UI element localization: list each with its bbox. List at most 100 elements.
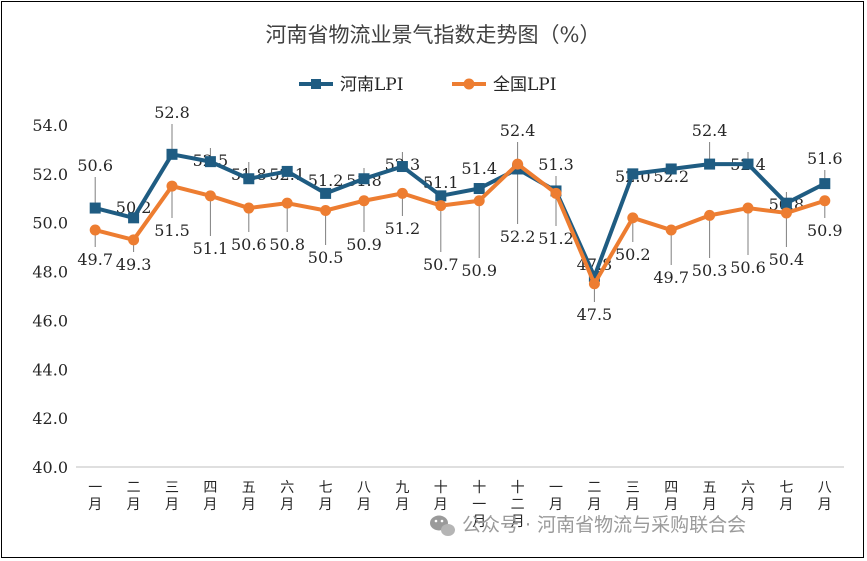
data-point: [512, 158, 524, 170]
x-tick-label: 十二月: [511, 480, 525, 530]
x-tick-label: 六月: [280, 480, 294, 513]
legend-item: 全国LPI: [452, 75, 556, 95]
data-point: [358, 173, 370, 185]
data-label-national: 49.3: [116, 255, 152, 274]
data-point: [166, 180, 178, 192]
data-point: [780, 207, 792, 219]
data-point: [358, 195, 370, 207]
data-point: [166, 148, 178, 160]
data-point: [819, 195, 831, 207]
data-point: [396, 187, 408, 199]
data-label-national: 50.6: [231, 235, 267, 254]
y-tick-label: 48.0: [32, 263, 68, 282]
data-label-henan: 51.6: [807, 149, 843, 168]
x-tick-label: 三月: [626, 480, 640, 513]
x-tick-label: 三月: [165, 480, 179, 513]
data-point: [89, 202, 101, 214]
data-point: [473, 183, 485, 195]
data-point: [89, 224, 101, 236]
data-label-national: 50.9: [461, 261, 497, 280]
data-label-national: 51.1: [193, 239, 229, 258]
data-label-henan: 50.6: [77, 156, 113, 175]
data-label-national: 50.7: [423, 255, 459, 274]
series-line: [94, 152, 826, 279]
data-point: [204, 156, 216, 168]
y-tick-label: 52.0: [32, 165, 68, 184]
x-tick-label: 八月: [818, 480, 832, 513]
data-point: [627, 168, 639, 180]
data-label-national: 50.9: [346, 235, 382, 254]
x-tick-label: 一月: [549, 480, 563, 513]
data-label-national: 49.7: [77, 250, 113, 269]
data-label-henan: 52.8: [154, 103, 190, 122]
data-label-national: 52.2: [500, 227, 536, 246]
x-tick-label: 四月: [664, 480, 678, 513]
data-label-national: 50.6: [730, 258, 766, 277]
x-tick-label: 四月: [203, 480, 217, 513]
series-line: [94, 162, 826, 286]
data-label-national: 50.4: [769, 250, 805, 269]
data-point: [742, 202, 754, 214]
data-point: [665, 163, 677, 175]
data-point: [281, 197, 293, 209]
x-tick-label: 二月: [127, 480, 141, 513]
data-point: [780, 197, 792, 209]
chart-title: 河南省物流业景气指数走势图（%）: [266, 23, 601, 47]
series-group: [89, 148, 831, 290]
data-point: [588, 270, 600, 282]
x-tick-label: 五月: [703, 480, 717, 513]
x-tick-label: 五月: [242, 480, 256, 513]
legend-item: 河南LPI: [299, 75, 403, 95]
x-tick-label: 十一月: [472, 480, 486, 530]
data-label-henan: 51.2: [308, 171, 344, 190]
y-tick-label: 44.0: [32, 360, 68, 379]
data-labels: 50.649.750.249.352.851.552.551.151.850.6…: [77, 103, 842, 324]
data-point: [627, 212, 639, 224]
data-point: [128, 212, 140, 224]
axes: 40.042.044.046.048.050.052.054.0一月二月三月四月…: [32, 116, 844, 530]
data-label-henan: 51.3: [538, 155, 574, 174]
data-label-national: 50.2: [615, 245, 651, 264]
data-label-national: 50.3: [692, 261, 728, 280]
data-label-henan: 52.4: [500, 121, 536, 140]
data-label-henan: 51.1: [423, 173, 459, 192]
data-label-national: 47.5: [577, 305, 613, 324]
data-point: [320, 187, 332, 199]
x-tick-label: 七月: [319, 480, 333, 513]
x-tick-label: 九月: [395, 480, 409, 513]
legend-marker-circle: [463, 78, 475, 90]
y-tick-label: 46.0: [32, 311, 68, 330]
data-point: [550, 187, 562, 199]
data-point: [819, 178, 831, 190]
data-point: [243, 202, 255, 214]
x-tick-label: 二月: [587, 480, 601, 513]
data-point: [320, 205, 332, 216]
x-tick-label: 十月: [434, 480, 448, 513]
data-point: [396, 161, 408, 173]
data-point: [704, 158, 716, 170]
legend-marker-square: [311, 79, 321, 89]
data-point: [704, 209, 716, 221]
y-tick-label: 54.0: [32, 116, 68, 135]
legend: 河南LPI 全国LPI: [299, 75, 556, 95]
data-label-national: 51.2: [538, 229, 574, 248]
x-tick-label: 八月: [357, 480, 371, 513]
data-point: [588, 278, 600, 290]
data-label-national: 50.5: [308, 248, 344, 267]
y-tick-label: 50.0: [32, 214, 68, 233]
data-label-national: 49.7: [653, 268, 689, 287]
wechat-icon: [430, 515, 455, 536]
data-label-henan: 52.4: [692, 121, 728, 140]
data-point: [435, 190, 447, 202]
watermark-text: 公众号 · 河南省物流与采购联合会: [462, 514, 746, 536]
data-label-national: 51.5: [154, 221, 190, 240]
y-tick-label: 40.0: [32, 458, 68, 477]
data-point: [281, 165, 293, 177]
data-label-national: 50.8: [269, 235, 305, 254]
data-point: [435, 200, 447, 212]
watermark: 公众号 · 河南省物流与采购联合会: [430, 514, 746, 536]
x-tick-label: 一月: [88, 480, 102, 513]
data-point: [665, 224, 677, 236]
